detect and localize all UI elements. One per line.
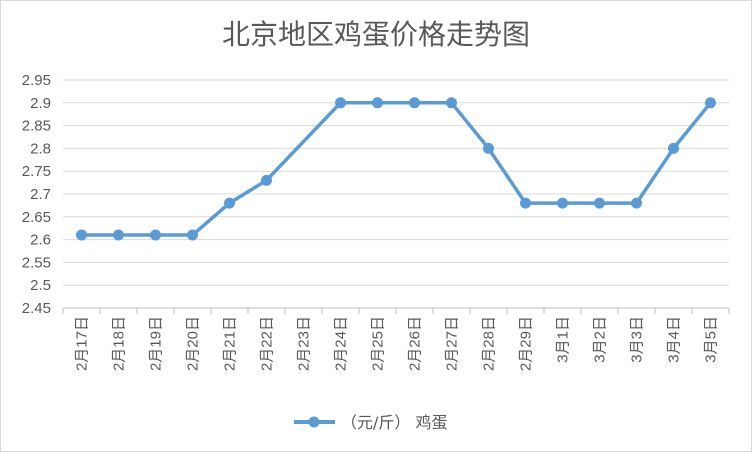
y-tick-label: 2.6 (30, 232, 51, 249)
data-point (483, 142, 494, 154)
legend: （元/斤） 鸡蛋 (294, 413, 447, 432)
x-tick-label: 2月26日 (407, 316, 424, 371)
y-axis-ticks: 2.45 2.5 2.55 2.6 2.65 2.7 2.75 2.8 2.85 2.9 2.95 (22, 72, 51, 317)
x-tick-label: 3月3日 (629, 316, 646, 363)
y-tick-label: 2.5 (30, 277, 51, 294)
y-tick-label: 2.45 (22, 300, 51, 317)
data-point (261, 174, 272, 186)
y-tick-label: 2.65 (22, 209, 51, 226)
data-point (76, 229, 87, 241)
data-point (372, 97, 383, 109)
x-tick-label: 2月28日 (481, 316, 498, 371)
data-point (224, 197, 235, 209)
y-tick-label: 2.9 (30, 95, 51, 112)
x-tick-label: 2月23日 (296, 316, 313, 371)
y-tick-label: 2.8 (30, 140, 51, 157)
data-point (150, 229, 161, 241)
data-point (187, 229, 198, 241)
y-tick-label: 2.7 (30, 186, 51, 203)
x-tick-label: 2月27日 (444, 316, 461, 371)
data-point (668, 142, 679, 154)
y-tick-label: 2.85 (22, 118, 51, 135)
gridlines (63, 79, 729, 309)
legend-label: （元/斤） 鸡蛋 (341, 413, 447, 432)
data-point (594, 197, 605, 209)
x-tick-label: 2月21日 (222, 316, 239, 371)
series-layer (76, 97, 716, 241)
x-tick-label: 2月22日 (259, 316, 276, 371)
x-tick-label: 3月5日 (703, 316, 720, 363)
legend-dot-marker (308, 416, 320, 428)
data-point (520, 197, 531, 209)
y-tick-label: 2.55 (22, 254, 51, 271)
data-point (113, 229, 124, 241)
data-point (409, 97, 420, 109)
x-tick-label: 2月17日 (74, 316, 91, 371)
series-line (79, 101, 713, 237)
x-tick-label: 3月1日 (555, 316, 572, 363)
x-tick-label: 2月20日 (185, 316, 202, 371)
x-tick-label: 2月24日 (333, 316, 350, 371)
data-point (631, 197, 642, 209)
data-point (335, 97, 346, 109)
x-tick-label: 2月19日 (148, 316, 165, 371)
y-tick-label: 2.75 (22, 163, 51, 180)
x-tick-label: 2月25日 (370, 316, 387, 371)
y-tick-label: 2.95 (22, 72, 51, 89)
data-point (557, 197, 568, 209)
x-tick-label: 2月29日 (518, 316, 535, 371)
x-tick-label: 3月2日 (592, 316, 609, 363)
data-point (446, 97, 457, 109)
data-point (705, 97, 716, 109)
x-tick-label: 2月18日 (111, 316, 128, 371)
chart-title: 北京地区鸡蛋价格走势图 (222, 18, 530, 51)
x-axis-ticks: 2月17日 2月18日 2月19日 2月20日 2月21日 2月22日 2月23日 2月24日… (62, 308, 730, 371)
x-tick-label: 3月4日 (666, 316, 683, 363)
